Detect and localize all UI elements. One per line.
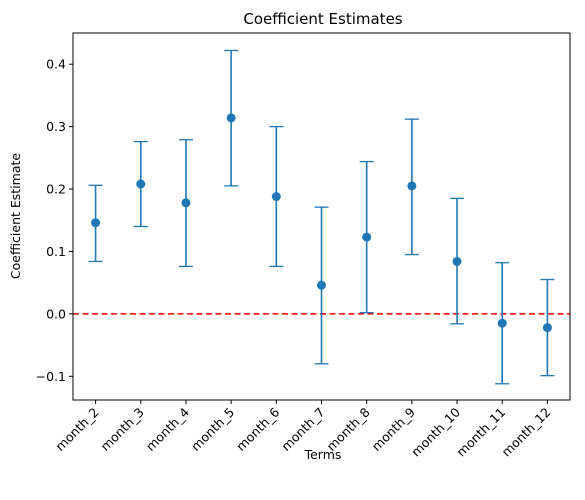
estimate-point [452,256,462,266]
y-tick-label: 0.4 [46,57,66,72]
estimate-point [362,232,372,242]
error-bar-group-month-7 [314,206,329,365]
estimate-point [226,113,236,123]
error-bar-group-month-9 [404,118,419,256]
estimate-point [271,192,281,202]
x-tick-label: month_2 [52,405,101,454]
error-bar-group-month-10 [450,197,465,325]
error-bar-group-month-12 [540,278,555,377]
error-bar-group-month-11 [495,262,510,385]
error-bar-group-month-6 [269,125,284,268]
estimate-point [136,179,146,189]
estimate-point [542,323,552,333]
chart-title: Coefficient Estimates [243,10,402,28]
x-tick-label: month_3 [98,405,147,454]
estimate-point [317,280,326,290]
x-tick-label: month_5 [188,405,237,454]
estimate-point [91,218,101,228]
y-tick-label: 0.2 [46,182,66,197]
x-axis-label: Terms [304,447,342,462]
estimate-point [407,181,417,191]
x-tick-label: month_6 [233,404,282,453]
error-bar-group-month-8 [359,160,374,314]
x-tick-label: month_4 [143,404,192,453]
y-tick-label: 0.1 [46,244,66,259]
y-tick-label: 0.3 [46,119,66,134]
plot-area [73,49,570,385]
y-axis-label: Coefficient Estimate [8,153,23,280]
y-tick-label: −0.1 [36,369,66,384]
x-tick-label: month_12 [499,405,554,460]
estimate-point [497,318,507,328]
y-tick-label: 0.0 [46,306,66,321]
estimate-point [181,198,191,208]
y-axis: −0.1 0.0 0.1 0.2 0.3 0.4 [36,57,73,384]
error-bar-group-month-5 [224,49,239,187]
error-bar-group-month-2 [88,184,103,263]
error-bar-group-month-3 [133,140,148,228]
error-bar-group-month-4 [178,139,193,268]
